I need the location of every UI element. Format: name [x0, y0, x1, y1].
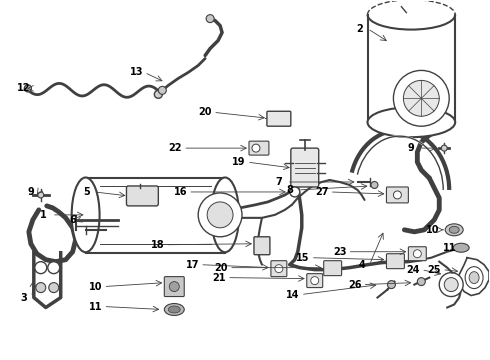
- Text: 7: 7: [275, 177, 282, 187]
- Circle shape: [49, 283, 59, 293]
- Text: 26: 26: [348, 280, 361, 289]
- Text: 17: 17: [185, 260, 199, 270]
- Circle shape: [252, 144, 260, 152]
- Text: 8: 8: [286, 185, 293, 195]
- Text: 1: 1: [40, 210, 47, 220]
- FancyBboxPatch shape: [387, 187, 408, 203]
- Ellipse shape: [168, 306, 180, 313]
- Ellipse shape: [453, 243, 469, 252]
- Text: 11: 11: [442, 243, 456, 253]
- Text: 18: 18: [150, 240, 164, 250]
- Circle shape: [441, 145, 447, 151]
- Text: 25: 25: [427, 265, 441, 275]
- Circle shape: [38, 192, 44, 198]
- Text: 19: 19: [232, 157, 246, 167]
- Text: 2: 2: [356, 24, 363, 33]
- Circle shape: [444, 278, 458, 292]
- FancyBboxPatch shape: [267, 111, 291, 126]
- Circle shape: [393, 71, 449, 126]
- Circle shape: [388, 280, 395, 289]
- Text: 4: 4: [358, 260, 365, 270]
- Text: 10: 10: [425, 225, 439, 235]
- Circle shape: [36, 283, 46, 293]
- Ellipse shape: [445, 224, 463, 236]
- Circle shape: [158, 86, 166, 94]
- Ellipse shape: [469, 272, 479, 284]
- Circle shape: [290, 187, 300, 197]
- FancyBboxPatch shape: [307, 274, 323, 288]
- Circle shape: [403, 80, 439, 116]
- Text: 6: 6: [69, 215, 76, 225]
- FancyBboxPatch shape: [271, 261, 287, 276]
- Text: 9: 9: [408, 143, 415, 153]
- Circle shape: [207, 202, 233, 228]
- Circle shape: [393, 191, 401, 199]
- Circle shape: [35, 262, 47, 274]
- Bar: [86, 178, 225, 253]
- Ellipse shape: [169, 282, 179, 292]
- Ellipse shape: [72, 177, 99, 252]
- Circle shape: [198, 193, 242, 237]
- Text: 24: 24: [407, 265, 420, 275]
- Text: 20: 20: [198, 107, 212, 117]
- Circle shape: [275, 265, 283, 273]
- FancyBboxPatch shape: [408, 247, 426, 261]
- Circle shape: [48, 262, 60, 274]
- Text: 20: 20: [214, 263, 228, 273]
- Text: 10: 10: [89, 282, 102, 292]
- Text: 13: 13: [130, 67, 143, 77]
- Text: 16: 16: [173, 187, 187, 197]
- Text: 21: 21: [212, 273, 226, 283]
- Ellipse shape: [449, 226, 459, 233]
- Circle shape: [311, 276, 319, 285]
- FancyBboxPatch shape: [324, 261, 342, 276]
- Circle shape: [417, 278, 425, 285]
- Ellipse shape: [368, 107, 455, 137]
- Text: 3: 3: [21, 293, 27, 302]
- Circle shape: [371, 181, 378, 189]
- Ellipse shape: [164, 303, 184, 315]
- Circle shape: [154, 90, 162, 98]
- Text: 11: 11: [89, 302, 102, 311]
- Text: 9: 9: [27, 187, 34, 197]
- Ellipse shape: [211, 177, 239, 252]
- Text: 15: 15: [296, 253, 310, 263]
- Text: 23: 23: [333, 247, 346, 257]
- FancyBboxPatch shape: [291, 148, 318, 187]
- FancyBboxPatch shape: [249, 141, 269, 155]
- Circle shape: [439, 273, 463, 297]
- Circle shape: [414, 250, 421, 258]
- Text: 22: 22: [169, 143, 182, 153]
- Text: 14: 14: [286, 289, 299, 300]
- Ellipse shape: [465, 267, 483, 289]
- FancyBboxPatch shape: [387, 254, 404, 269]
- FancyBboxPatch shape: [254, 237, 270, 255]
- Text: 27: 27: [315, 187, 328, 197]
- FancyBboxPatch shape: [126, 186, 158, 206]
- Text: 5: 5: [83, 187, 90, 197]
- Text: 12: 12: [17, 84, 30, 93]
- Circle shape: [24, 85, 31, 92]
- FancyBboxPatch shape: [164, 276, 184, 297]
- Circle shape: [206, 15, 214, 23]
